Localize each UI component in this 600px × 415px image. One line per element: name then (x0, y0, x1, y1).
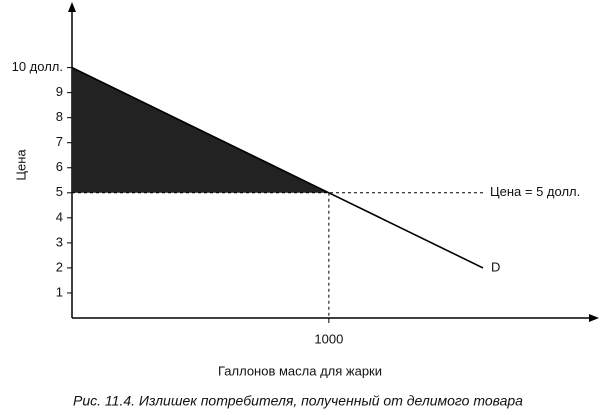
y-tick-label: 2 (56, 259, 63, 274)
caption: Рис. 11.4. Излишек потребителя, полученн… (73, 393, 523, 409)
y-tick-label: 6 (56, 159, 63, 174)
y-tick-label: 8 (56, 109, 63, 124)
series-label: D (491, 259, 500, 274)
x-axis-label: Галлонов масла для жарки (218, 363, 382, 378)
y-tick-label: 9 (56, 84, 63, 99)
x-axis-arrow (589, 314, 599, 322)
y-tick-label: 1 (56, 284, 63, 299)
y-tick-label: 5 (56, 184, 63, 199)
y-axis-arrow (68, 2, 76, 12)
y-tick-label: 4 (56, 209, 63, 224)
y-axis-label: Цена (13, 149, 28, 181)
price-line-label: Цена = 5 долл. (490, 184, 580, 199)
x-tick-label: 1000 (314, 331, 343, 346)
demand-line (71, 66, 484, 269)
y-tick-label: 7 (56, 134, 63, 149)
y-tick-label: 10 долл. (12, 59, 63, 74)
y-tick-label: 3 (56, 234, 63, 249)
